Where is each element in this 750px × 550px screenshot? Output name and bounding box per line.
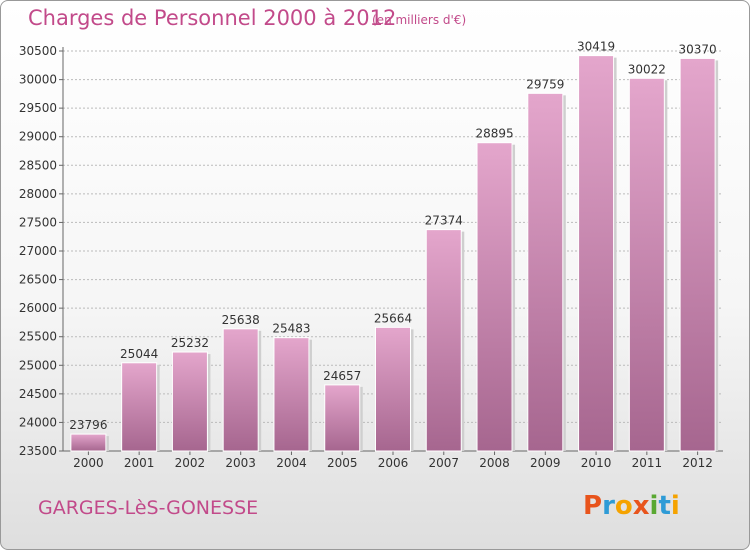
logo-letter: r (602, 491, 615, 521)
bar-2002 (171, 351, 208, 452)
y-tick-label: 25000 (19, 358, 57, 372)
bar-2011 (628, 77, 665, 452)
x-tick-label-2012: 2012 (682, 456, 713, 470)
x-tick-label-2005: 2005 (327, 456, 358, 470)
value-label-2006: 25664 (374, 311, 412, 325)
y-tick-label: 24500 (19, 387, 57, 401)
x-tick-label-2008: 2008 (479, 456, 510, 470)
y-tick-label: 26000 (19, 301, 57, 315)
y-tick-label: 29000 (19, 130, 57, 144)
y-tick-label: 27500 (19, 215, 57, 229)
value-label-2009: 29759 (526, 77, 564, 91)
value-label-2012: 30370 (679, 42, 717, 56)
y-tick-label: 25500 (19, 330, 57, 344)
y-tick-label: 27000 (19, 244, 57, 258)
value-label-2007: 27374 (425, 214, 463, 228)
y-tick-label: 24000 (19, 415, 57, 429)
value-label-2001: 25044 (120, 347, 158, 361)
y-tick-label: 30500 (19, 44, 57, 58)
y-tick-label: 23500 (19, 444, 57, 458)
logo-letter: o (614, 491, 633, 521)
value-label-2005: 24657 (323, 369, 361, 383)
value-label-2011: 30022 (628, 62, 666, 76)
bar-2009 (527, 92, 564, 452)
bar-2008 (476, 142, 513, 452)
logo-letter: x (632, 491, 650, 521)
x-tick-label-2004: 2004 (276, 456, 307, 470)
logo-letter: i (670, 491, 680, 521)
value-label-2003: 25638 (222, 313, 260, 327)
value-label-2004: 25483 (272, 322, 310, 336)
bar-2000 (70, 433, 107, 452)
bar-2010 (578, 55, 615, 452)
logo-letter: t (658, 491, 671, 521)
bar-2007 (425, 229, 462, 452)
x-tick-label-2002: 2002 (175, 456, 206, 470)
bar-2001 (121, 362, 158, 452)
value-label-2000: 23796 (69, 418, 107, 432)
bar-2005 (324, 384, 361, 452)
value-label-2008: 28895 (475, 127, 513, 141)
x-tick-label-2003: 2003 (225, 456, 256, 470)
y-tick-label: 29500 (19, 101, 57, 115)
city-name: GARGES-LèS-GONESSE (38, 497, 259, 519)
y-tick-label: 28000 (19, 187, 57, 201)
value-label-2002: 25232 (171, 336, 209, 350)
x-tick-label-2006: 2006 (378, 456, 409, 470)
x-tick-label-2007: 2007 (428, 456, 459, 470)
chart-subtitle: (en milliers d'€) (372, 13, 467, 27)
proxiti-logo: Proxiti (583, 491, 680, 521)
chart-title: Charges de Personnel 2000 à 2012 (28, 6, 397, 30)
x-tick-label-2011: 2011 (632, 456, 663, 470)
bar-2004 (273, 337, 310, 452)
x-tick-label-2010: 2010 (581, 456, 612, 470)
logo-letter: P (583, 491, 603, 521)
bar-2003 (222, 328, 259, 452)
value-label-2010: 30419 (577, 40, 615, 54)
x-tick-label-2009: 2009 (530, 456, 561, 470)
x-tick-label-2001: 2001 (124, 456, 155, 470)
logo-letter: i (649, 491, 659, 521)
x-tick-label-2000: 2000 (73, 456, 104, 470)
y-tick-label: 28500 (19, 158, 57, 172)
y-tick-label: 30000 (19, 73, 57, 87)
bar-2006 (375, 326, 411, 452)
y-tick-label: 26500 (19, 273, 57, 287)
bar-2012 (679, 57, 716, 452)
